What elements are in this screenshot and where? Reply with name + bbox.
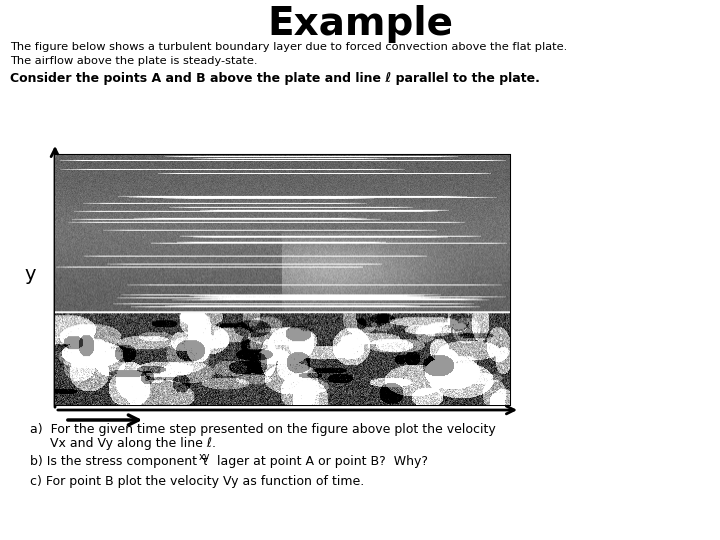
Bar (55, 155, 510, 405)
Text: y: y (24, 266, 36, 285)
Text: b) Is the stress component τ: b) Is the stress component τ (30, 455, 209, 468)
Text: a)  For the given time step presented on the figure above plot the velocity: a) For the given time step presented on … (30, 423, 496, 436)
Text: The figure below shows a turbulent boundary layer due to forced convection above: The figure below shows a turbulent bound… (10, 42, 567, 52)
Text: Consider the points A and B above the plate and line ℓ parallel to the plate.: Consider the points A and B above the pl… (10, 72, 540, 85)
Text: line ℓ: line ℓ (65, 291, 94, 301)
Text: Point B: Point B (311, 244, 359, 258)
Text: Example: Example (267, 5, 453, 43)
Text: c) For point B plot the velocity Vy as function of time.: c) For point B plot the velocity Vy as f… (30, 475, 364, 488)
Text: Point A: Point A (150, 244, 199, 258)
Text: xy: xy (199, 452, 210, 462)
Text: Vx and Vy along the line ℓ.: Vx and Vy along the line ℓ. (30, 437, 216, 450)
Text: lager at point A or point B?  Why?: lager at point A or point B? Why? (213, 455, 428, 468)
Text: The airflow above the plate is steady-state.: The airflow above the plate is steady-st… (10, 56, 258, 66)
